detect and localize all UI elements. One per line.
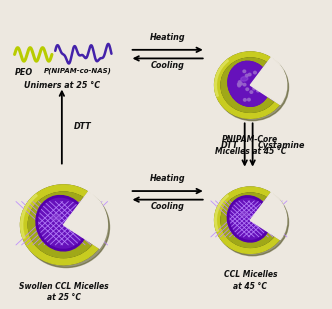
Wedge shape (84, 192, 107, 248)
Ellipse shape (228, 61, 270, 106)
Wedge shape (28, 192, 92, 258)
Circle shape (214, 52, 286, 118)
Ellipse shape (37, 196, 87, 250)
Ellipse shape (236, 71, 249, 78)
Circle shape (254, 71, 256, 74)
Text: Heating: Heating (150, 174, 186, 183)
Circle shape (216, 189, 289, 256)
Text: P(NIPAM-co-NAS): P(NIPAM-co-NAS) (44, 68, 112, 74)
Text: DTT: DTT (73, 122, 91, 131)
Circle shape (243, 83, 246, 86)
Wedge shape (267, 193, 286, 239)
Circle shape (248, 98, 250, 101)
Circle shape (238, 81, 241, 83)
Circle shape (238, 84, 240, 87)
Wedge shape (250, 198, 280, 236)
Text: DTT: DTT (221, 141, 239, 150)
Circle shape (253, 87, 256, 90)
Wedge shape (214, 60, 228, 96)
Circle shape (216, 54, 289, 121)
Circle shape (248, 73, 251, 76)
Wedge shape (250, 57, 287, 104)
Text: PNIPAM-Core
Micelles at 45 °C: PNIPAM-Core Micelles at 45 °C (214, 135, 286, 156)
Wedge shape (21, 194, 37, 239)
Wedge shape (214, 187, 280, 253)
Ellipse shape (228, 197, 270, 241)
Wedge shape (250, 63, 280, 101)
Circle shape (237, 83, 240, 85)
Wedge shape (221, 193, 274, 248)
Circle shape (240, 83, 242, 85)
Ellipse shape (241, 77, 248, 81)
Circle shape (257, 89, 259, 92)
Wedge shape (267, 58, 286, 104)
Wedge shape (21, 185, 99, 265)
Circle shape (246, 88, 249, 91)
Text: Cystamine: Cystamine (258, 141, 305, 150)
Ellipse shape (228, 197, 270, 241)
Wedge shape (221, 58, 274, 112)
Circle shape (243, 99, 246, 101)
Circle shape (23, 187, 110, 268)
Circle shape (245, 74, 248, 77)
Circle shape (253, 84, 256, 86)
Text: Swollen CCL Micelles
at 25 °C: Swollen CCL Micelles at 25 °C (19, 281, 108, 303)
Wedge shape (214, 195, 228, 231)
Circle shape (21, 185, 107, 265)
Circle shape (250, 91, 253, 93)
Circle shape (243, 70, 246, 73)
Text: CCL Micelles
at 45 °C: CCL Micelles at 45 °C (223, 270, 277, 291)
Wedge shape (214, 52, 280, 118)
Text: Heating: Heating (150, 33, 186, 42)
Ellipse shape (46, 208, 62, 216)
Text: Cooling: Cooling (151, 61, 185, 70)
Text: Cooling: Cooling (151, 202, 185, 211)
Wedge shape (63, 192, 107, 248)
Circle shape (221, 58, 280, 112)
Ellipse shape (52, 214, 61, 220)
Wedge shape (63, 198, 99, 243)
Text: PEO: PEO (15, 68, 33, 77)
Circle shape (214, 187, 286, 253)
Circle shape (28, 192, 99, 258)
Ellipse shape (228, 61, 270, 106)
Ellipse shape (241, 212, 248, 216)
Text: Unimers at 25 °C: Unimers at 25 °C (24, 81, 100, 90)
Wedge shape (250, 193, 287, 239)
Circle shape (221, 193, 280, 248)
Ellipse shape (236, 206, 249, 213)
Ellipse shape (37, 196, 87, 250)
